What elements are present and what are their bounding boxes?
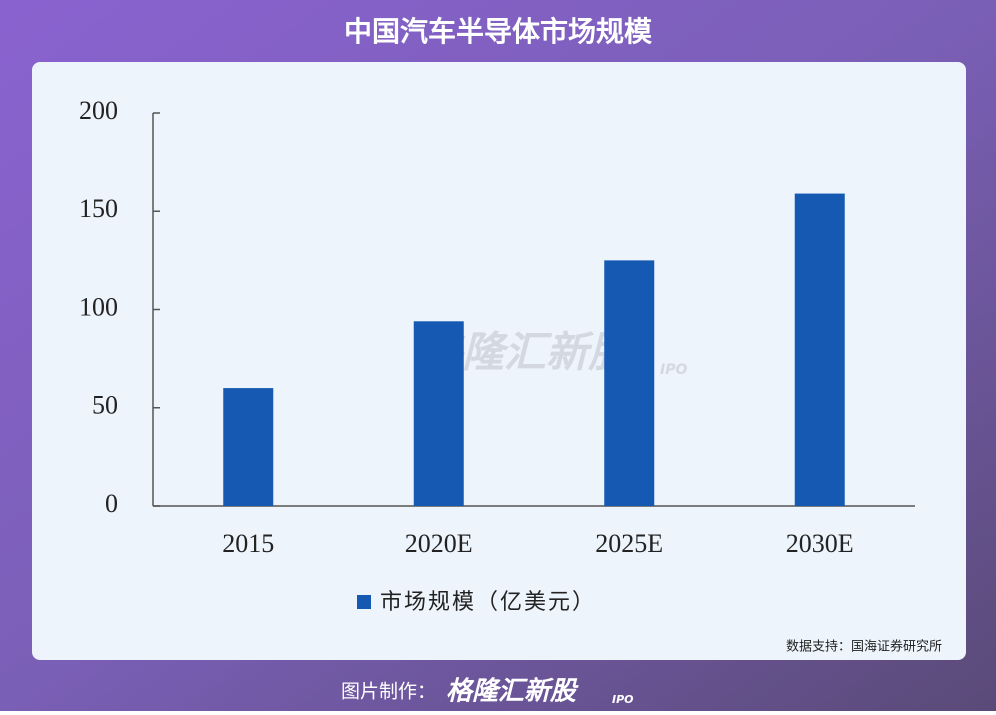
x-tick-label: 2015	[222, 529, 274, 558]
page-title: 中国汽车半导体市场规模	[344, 15, 653, 48]
x-tick-label: 2025E	[595, 529, 663, 558]
y-tick-label: 100	[79, 292, 118, 321]
y-tick-label: 50	[92, 391, 118, 420]
watermark-sub: IPO	[660, 362, 687, 378]
x-tick-label: 2030E	[786, 529, 854, 558]
bar	[794, 193, 845, 506]
x-tick-label: 2020E	[405, 529, 473, 558]
bar	[604, 260, 655, 506]
legend-swatch	[357, 595, 371, 609]
footer-brand-sub: IPO	[612, 693, 634, 706]
bar	[223, 388, 274, 506]
source: 数据支持：国海证券研究所	[786, 639, 942, 655]
legend-label: 市场规模（亿美元）	[380, 590, 596, 615]
footer-label: 图片制作：	[341, 681, 436, 703]
y-tick-label: 150	[79, 194, 118, 223]
bar	[413, 321, 464, 506]
footer-brand: 格隆汇新股	[446, 677, 579, 707]
chart-panel	[32, 62, 966, 660]
y-tick-label: 0	[105, 489, 118, 518]
y-tick-label: 200	[79, 96, 118, 125]
